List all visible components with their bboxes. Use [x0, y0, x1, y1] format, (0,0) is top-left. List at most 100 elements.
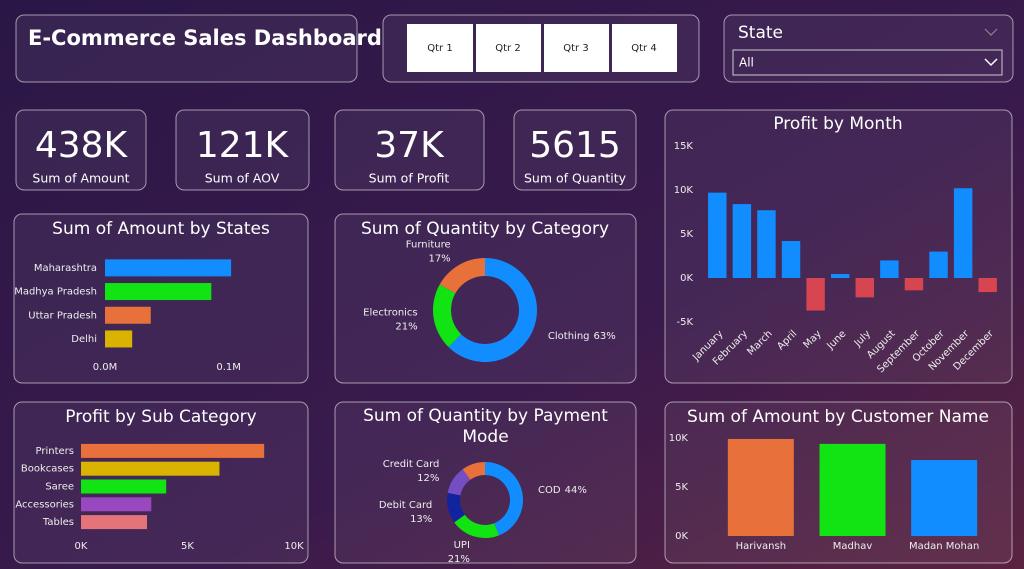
y-tick-label: 0K [680, 273, 693, 284]
kpi-value: 37K [374, 125, 445, 166]
bar [830, 274, 850, 278]
chart-title: Sum of Amount by States [52, 219, 270, 239]
dashboard-title: E-Commerce Sales Dashboard [28, 26, 382, 50]
donut-slice [447, 469, 471, 496]
bar [929, 251, 948, 278]
category-label: Printers [36, 446, 74, 457]
slice-value-label: 21% [395, 321, 417, 332]
bar [81, 461, 220, 476]
donut-slice [447, 492, 465, 523]
category-label: Bookcases [21, 464, 74, 475]
slicer-title: State [738, 23, 783, 43]
bar [757, 210, 776, 278]
x-tick-label: 0.1M [216, 362, 241, 373]
y-tick-label: 10K [674, 185, 694, 196]
y-tick-label: 5K [680, 229, 693, 240]
chart-panel [664, 109, 1013, 384]
quarter-label[interactable]: Qtr 2 [495, 43, 520, 54]
slice-value-label: 44% [565, 485, 587, 496]
category-label: Saree [45, 482, 74, 493]
quarter-label[interactable]: Qtr 3 [563, 43, 588, 54]
kpi-label: Sum of Quantity [524, 171, 627, 186]
y-tick-label: 5K [675, 482, 688, 493]
slicer-collapse-icon[interactable] [984, 28, 998, 36]
y-tick-label: 0K [675, 531, 688, 542]
donut-slice [462, 462, 485, 480]
quarter-button[interactable] [612, 24, 677, 72]
slice-label: COD [538, 485, 561, 496]
bar [806, 278, 825, 311]
x-tick-label: 0K [75, 541, 88, 552]
x-tick-label: Harivansh [736, 541, 786, 552]
kpi-label: Sum of AOV [205, 171, 280, 186]
slice-label: Debit Card [379, 500, 432, 511]
bar [81, 443, 265, 458]
slicer-dropdown[interactable] [732, 49, 1003, 76]
donut-slice [433, 284, 462, 348]
state-slicer [723, 14, 1014, 83]
category-label: Accessories [15, 499, 74, 510]
dropdown-arrow[interactable] [984, 58, 998, 67]
chart-panel [334, 401, 637, 564]
slicer-value[interactable]: All [739, 56, 754, 70]
donut-slice [448, 258, 538, 362]
bar [732, 204, 752, 278]
chart-title: Sum of Quantity by Payment Mode [363, 406, 608, 447]
y-tick-label: 15K [674, 141, 694, 152]
bar [880, 260, 899, 278]
bar [819, 443, 886, 536]
kpi-value: 438K [35, 125, 129, 166]
y-tick-label: -5K [676, 317, 693, 328]
bar [727, 438, 794, 536]
bar [105, 306, 151, 324]
slice-value-label: 13% [410, 514, 432, 525]
bar [105, 330, 133, 348]
chart-title-box: Sum of Quantity by Payment Mode [363, 406, 608, 447]
chart-title: Sum of Quantity by Category [361, 219, 609, 239]
quarter-button[interactable] [476, 24, 541, 72]
slice-value-label: 63% [594, 331, 616, 342]
chart-title: Profit by Month [773, 114, 902, 134]
bar [81, 497, 152, 512]
bar [708, 192, 727, 278]
kpi-label: Sum of Amount [32, 171, 129, 186]
slice-label: Credit Card [383, 459, 440, 470]
kpi-label: Sum of Profit [369, 171, 450, 186]
bar [81, 479, 167, 494]
y-tick-label: 10K [669, 433, 689, 444]
category-label: Delhi [71, 334, 97, 345]
slice-value-label: 17% [428, 253, 450, 264]
bar [911, 460, 978, 536]
bar [781, 241, 801, 278]
category-label: Maharashtra [34, 263, 97, 274]
slice-value-label: 12% [417, 473, 439, 484]
category-label: Tables [42, 517, 74, 528]
slice-label: Furniture [406, 239, 451, 250]
quarter-label[interactable]: Qtr 1 [427, 43, 452, 54]
bar [855, 278, 875, 298]
x-tick-label: 10K [284, 541, 304, 552]
chart-title: Profit by Sub Category [65, 407, 256, 427]
slice-label: Electronics [363, 307, 418, 318]
kpi-value: 5615 [529, 125, 621, 166]
slice-value-label: 21% [448, 554, 470, 565]
bar [953, 188, 973, 278]
bar [105, 283, 212, 301]
bar [904, 278, 924, 291]
chart-title: Sum of Amount by Customer Name [687, 407, 989, 427]
quarter-button[interactable] [407, 24, 473, 72]
category-label: Madhya Pradesh [14, 287, 97, 298]
kpi-card [513, 109, 637, 191]
quarter-button[interactable] [544, 24, 609, 72]
kpi-cards: 438K Sum of Amount 121K Sum of AOV 37K S… [15, 109, 637, 191]
slice-label: UPI [454, 540, 470, 551]
bar [105, 259, 232, 277]
x-tick-label: 0.0M [93, 362, 118, 373]
title-panel [15, 14, 358, 83]
quarter-label[interactable]: Qtr 4 [631, 43, 656, 54]
category-label: Uttar Pradesh [28, 310, 97, 321]
donut-slice [439, 258, 485, 294]
slice-label: Clothing [548, 331, 590, 342]
quarter-buttons: Qtr 1 Qtr 2 Qtr 3 Qtr 4 [407, 24, 677, 72]
kpi-card [15, 109, 147, 191]
